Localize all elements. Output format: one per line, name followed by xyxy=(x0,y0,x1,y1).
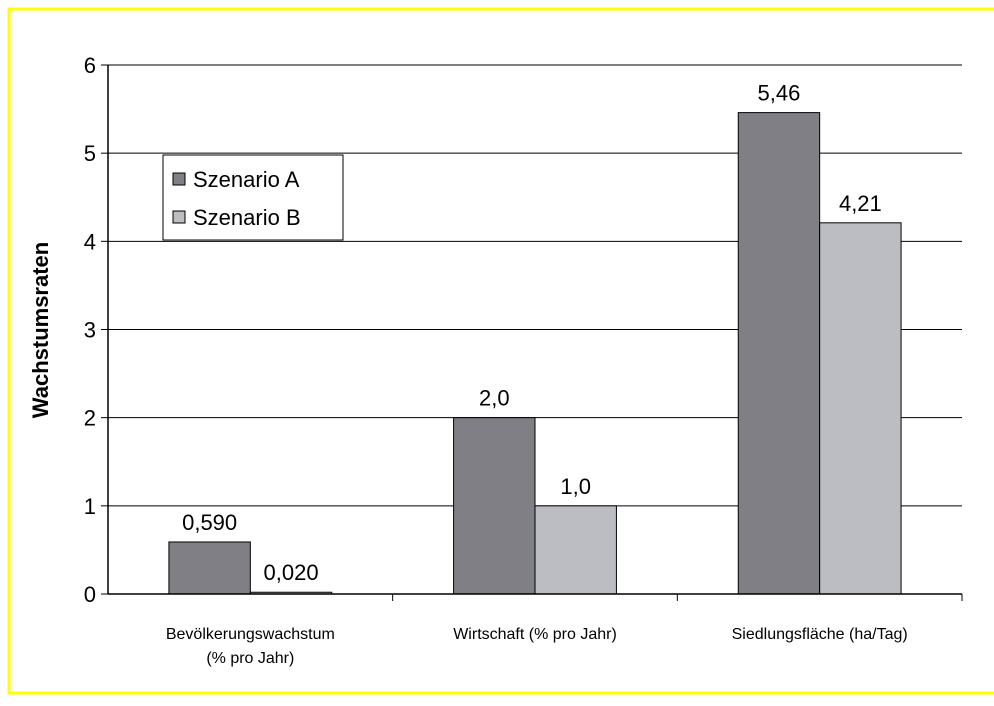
legend-label: Szenario A xyxy=(193,167,300,192)
bar xyxy=(453,417,536,595)
bar xyxy=(168,541,251,595)
y-tick-label: 5 xyxy=(84,141,96,166)
frame xyxy=(7,7,994,695)
y-tick-label: 1 xyxy=(84,494,96,519)
value-label: 4,21 xyxy=(839,191,882,216)
legend-box xyxy=(162,154,344,241)
y-tick-label: 3 xyxy=(84,318,96,343)
value-label: 2,0 xyxy=(479,386,510,411)
legend-swatch xyxy=(172,210,186,224)
legend-swatch xyxy=(172,172,186,186)
bar xyxy=(819,222,902,595)
bar xyxy=(534,505,617,595)
value-label: 0,590 xyxy=(182,510,237,535)
legend-label: Szenario B xyxy=(193,205,301,230)
x-tick-label: Wirtschaft (% pro Jahr) xyxy=(453,626,617,643)
y-tick-label: 0 xyxy=(84,582,96,607)
y-tick-label: 6 xyxy=(84,53,96,78)
value-label: 0,020 xyxy=(264,560,319,585)
x-tick-label: Siedlungsfläche (ha/Tag) xyxy=(732,626,908,643)
y-axis-label: Wachstumsraten xyxy=(28,242,53,418)
x-tick-label: Bevölkerungswachstum (% pro Jahr) xyxy=(166,626,335,667)
bar xyxy=(737,112,821,595)
value-label: 1,0 xyxy=(560,474,591,499)
y-tick-label: 2 xyxy=(84,406,96,431)
value-label: 5,46 xyxy=(758,81,801,106)
y-tick-label: 4 xyxy=(84,229,96,254)
